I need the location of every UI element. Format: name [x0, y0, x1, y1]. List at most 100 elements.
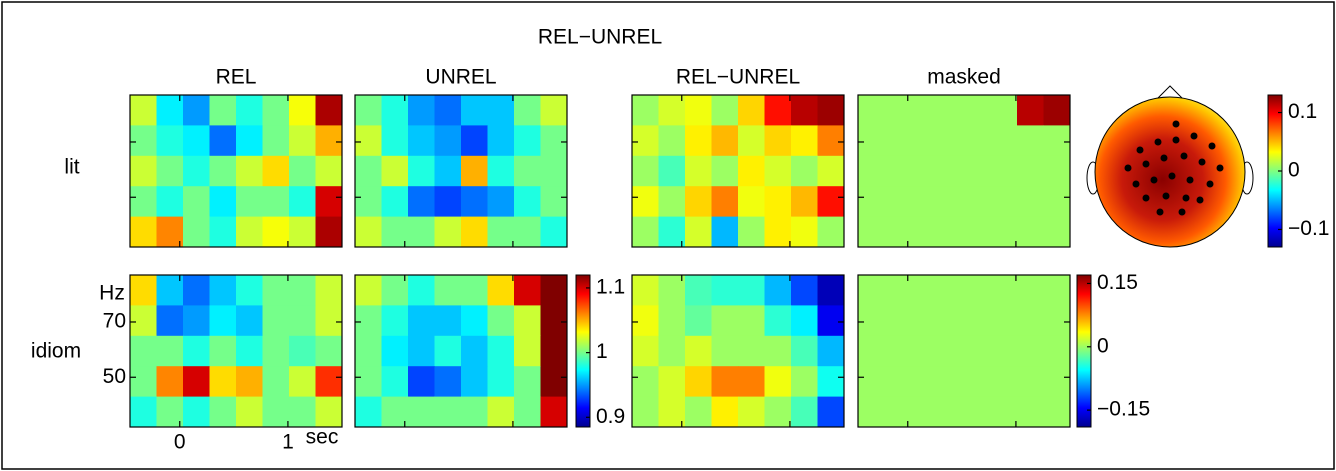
heatmap-cell [964, 366, 991, 398]
heatmap-cell [685, 186, 712, 218]
heatmap-cell [408, 366, 435, 398]
heatmap-cell [434, 305, 462, 337]
heatmap-cell [514, 396, 541, 428]
heatmap-cell [764, 366, 792, 398]
heatmap-cell [315, 396, 343, 428]
heatmap-cell [911, 95, 938, 126]
heatmap-cell [408, 95, 435, 126]
heatmap-cell [937, 155, 965, 187]
heatmap-cell [540, 95, 568, 126]
heatmap-cell [858, 275, 885, 306]
heatmap-cell [658, 275, 686, 306]
heatmap-cell [990, 125, 1018, 157]
heatmap-cell [461, 396, 488, 428]
heatmap-cell [209, 305, 237, 337]
heatmap-cell [236, 216, 263, 248]
heatmap-cell [381, 305, 409, 337]
heatmap-cell [381, 366, 409, 398]
heatmap-cell [685, 366, 712, 398]
heatmap-cell [487, 125, 515, 157]
heatmap-cell [487, 396, 515, 428]
heatmap-cell [685, 95, 712, 126]
heatmap-cell [964, 305, 991, 337]
heatmap-cell [315, 155, 343, 187]
heatmap-cell [130, 186, 157, 218]
heatmap-cell [764, 335, 792, 367]
heatmap-cell [540, 216, 568, 248]
heatmap-cell [183, 186, 210, 218]
heatmap-cell [156, 275, 184, 306]
heatmap-cell [632, 366, 659, 398]
heatmap-cell [817, 155, 845, 187]
heatmap-cell [209, 216, 237, 248]
heatmap-cell [262, 95, 290, 126]
heatmap-cell [658, 305, 686, 337]
heatmap-cell [1043, 95, 1071, 126]
panel-frame [857, 274, 1071, 428]
heatmap-cell [711, 216, 739, 248]
heatmap-cell [355, 95, 382, 126]
heatmap-cell [791, 366, 818, 398]
heatmap-cell [514, 95, 541, 126]
heatmap-cell [1017, 366, 1044, 398]
heatmap-cell [289, 396, 316, 428]
heatmap-cell [658, 186, 686, 218]
heatmap-cell [884, 335, 912, 367]
heatmap-cell [858, 335, 885, 367]
heatmap-cell [1017, 305, 1044, 337]
heatmap-cell [658, 95, 686, 126]
heatmap-cell [964, 125, 991, 157]
heatmap-cell [632, 305, 659, 337]
heatmap-cell [911, 186, 938, 218]
heatmap-cell [209, 275, 237, 306]
heatmap-cell [738, 275, 765, 306]
heatmap-cell [381, 216, 409, 248]
heatmap-cell [289, 216, 316, 248]
heatmap-cell [1017, 335, 1044, 367]
heatmap-cell [1043, 155, 1071, 187]
heatmap-cell [964, 155, 991, 187]
heatmap-cell [209, 95, 237, 126]
heatmap-cell [315, 125, 343, 157]
heatmap-cell [764, 155, 792, 187]
heatmap-cell [632, 335, 659, 367]
heatmap-cell [209, 125, 237, 157]
heatmap-cell [408, 155, 435, 187]
heatmap-cell [964, 216, 991, 248]
heatmap-cell [884, 125, 912, 157]
heatmap-cell [408, 275, 435, 306]
heatmap-cell [130, 396, 157, 428]
panel-frame [129, 94, 343, 248]
heatmap-cell [130, 366, 157, 398]
heatmap-cell [884, 305, 912, 337]
heatmap-cell [183, 125, 210, 157]
heatmap-cell [461, 95, 488, 126]
heatmap-cell [156, 125, 184, 157]
heatmap-cell [685, 396, 712, 428]
heatmap-cell [156, 155, 184, 187]
heatmap-cell [884, 366, 912, 398]
heatmap-cell [632, 125, 659, 157]
panel-frame [354, 94, 568, 248]
heatmap-cell [858, 125, 885, 157]
heatmap-cell [434, 125, 462, 157]
heatmap-cell [632, 186, 659, 218]
heatmap-cell [711, 275, 739, 306]
heatmap-cell [1017, 155, 1044, 187]
heatmap-cell [817, 125, 845, 157]
heatmap-cell [884, 396, 912, 428]
heatmap-cell [1043, 335, 1071, 367]
heatmap-cell [1043, 125, 1071, 157]
heatmap-cell [209, 155, 237, 187]
heatmap-cell [711, 366, 739, 398]
heatmap-cell [884, 186, 912, 218]
heatmap-cell [262, 396, 290, 428]
heatmap-cell [817, 396, 845, 428]
heatmap-cell [540, 305, 568, 337]
heatmap-cell [487, 305, 515, 337]
heatmap-cell [858, 216, 885, 248]
heatmap-cell [1043, 275, 1071, 306]
heatmap-cell [408, 125, 435, 157]
heatmap-cell [685, 125, 712, 157]
